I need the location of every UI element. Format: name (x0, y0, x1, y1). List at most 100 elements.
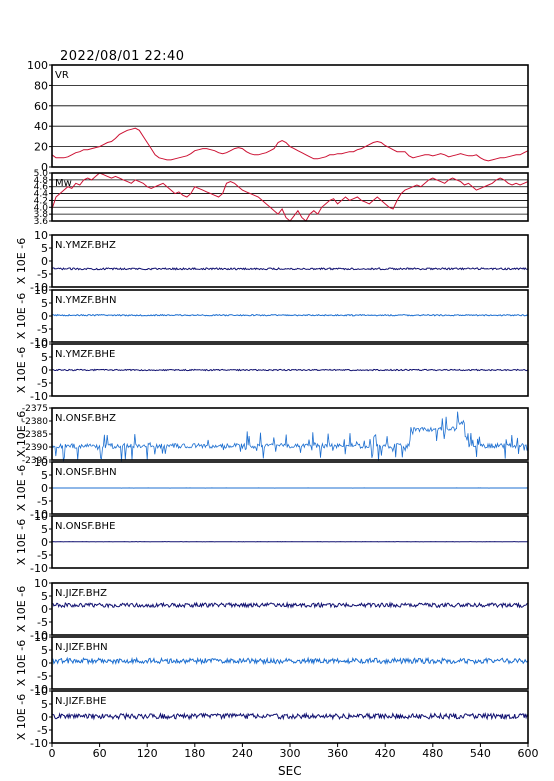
y-tick-label: -10 (30, 562, 48, 575)
y-axis-label: X 10E -6 (15, 465, 28, 511)
panel-frame (51, 636, 529, 690)
y-tick-label: -5 (37, 616, 48, 629)
x-tick-label: 540 (470, 747, 491, 760)
series-line (51, 127, 529, 162)
series-line (51, 711, 529, 721)
y-tick-label: -10 (30, 508, 48, 521)
x-tick-label: 480 (422, 747, 443, 760)
y-tick-label: 5 (41, 242, 48, 255)
series-line (51, 267, 529, 271)
y-tick-label: 60 (34, 100, 48, 113)
panel-label: N.JIZF.BHN (55, 642, 108, 653)
y-tick-label: 0 (41, 603, 48, 616)
y-tick-label: 5 (41, 644, 48, 657)
y-tick-label: 3.8 (34, 210, 49, 220)
x-tick-label: 300 (280, 747, 301, 760)
y-tick-label: 10 (34, 685, 48, 698)
panel-frame (51, 461, 529, 515)
panel-frame (51, 515, 529, 569)
y-tick-label: 10 (34, 510, 48, 523)
panel-label: N.JIZF.BHZ (55, 588, 107, 599)
y-tick-label: -10 (30, 737, 48, 750)
y-axis-label: X 10E -6 (15, 586, 28, 632)
y-axis-label: X 10E -6 (15, 238, 28, 284)
y-tick-label: -10 (30, 629, 48, 642)
y-tick-label: 40 (34, 120, 48, 133)
panel-label: Mw (55, 178, 72, 189)
y-tick-label: 5 (41, 351, 48, 364)
y-tick-label: 5.0 (34, 169, 49, 179)
series-line (52, 601, 529, 609)
y-tick-label: -2385 (22, 430, 48, 440)
x-tick-label: 120 (137, 747, 158, 760)
panel-frame (51, 172, 529, 222)
panel-frame (51, 343, 529, 397)
y-tick-label: 5 (41, 469, 48, 482)
panel-label: N.ONSF.BHE (55, 521, 115, 532)
y-tick-label: 10 (34, 456, 48, 469)
y-tick-label: 5 (41, 698, 48, 711)
y-tick-label: 10 (34, 577, 48, 590)
y-tick-label: 10 (34, 229, 48, 242)
x-tick-label: 360 (327, 747, 348, 760)
x-tick-label: 180 (184, 747, 205, 760)
y-tick-label: 4.2 (34, 196, 48, 206)
y-tick-label: 10 (34, 338, 48, 351)
y-tick-label: 100 (27, 59, 48, 72)
y-tick-label: 20 (34, 141, 48, 154)
panel-label: N.ONSF.BHN (55, 467, 117, 478)
y-tick-label: 0 (41, 310, 48, 323)
y-tick-label: 0 (41, 657, 48, 670)
x-tick-label: 420 (375, 747, 396, 760)
x-tick-label: 0 (49, 747, 56, 760)
panel-label: N.YMZF.BHN (55, 295, 116, 306)
y-axis-label: X 10E -6 (15, 640, 28, 686)
y-tick-label: -5 (37, 549, 48, 562)
y-tick-label: -2380 (22, 417, 48, 427)
y-axis-label: X 10E -6 (15, 293, 28, 339)
y-tick-label: 4.8 (34, 176, 49, 186)
y-axis-label: X 10E -6 (15, 694, 28, 740)
y-tick-label: 4.4 (34, 190, 49, 200)
y-tick-label: -5 (37, 670, 48, 683)
panel-frame (51, 407, 529, 461)
y-axis-label: X 10E -6 (15, 411, 28, 457)
y-tick-label: -5 (37, 268, 48, 281)
y-tick-label: 0 (41, 364, 48, 377)
y-tick-label: 0 (41, 482, 48, 495)
plot-title: 2022/08/01 22:40 (60, 49, 185, 64)
y-tick-label: 0 (41, 255, 48, 268)
y-tick-label: -5 (37, 377, 48, 390)
y-axis-label: X 10E -6 (15, 347, 28, 393)
x-tick-label: 240 (232, 747, 253, 760)
y-tick-label: 5 (41, 590, 48, 603)
y-tick-label: -2395 (22, 456, 48, 466)
panel-label: N.YMZF.BHZ (55, 240, 116, 251)
y-tick-label: 4.6 (34, 183, 49, 193)
y-tick-label: 5 (41, 297, 48, 310)
y-tick-label: 0 (41, 711, 48, 724)
panel-frame (51, 582, 529, 636)
y-tick-label: -2375 (22, 404, 48, 414)
y-tick-label: 80 (34, 79, 48, 92)
y-tick-label: -5 (37, 495, 48, 508)
panel-label: VR (55, 70, 69, 81)
y-tick-label: -10 (30, 683, 48, 696)
x-axis-title: SEC (278, 764, 302, 778)
panel-label: N.JIZF.BHE (55, 696, 106, 707)
panel-label: N.ONSF.BHZ (55, 413, 116, 424)
x-tick-label: 60 (93, 747, 107, 760)
y-tick-label: 0 (41, 536, 48, 549)
y-tick-label: 10 (34, 631, 48, 644)
y-tick-label: -5 (37, 724, 48, 737)
series-line (51, 656, 529, 666)
y-axis-label: X 10E -6 (15, 519, 28, 565)
panel-frame (51, 234, 529, 288)
x-tick-label: 600 (518, 747, 539, 760)
panel-frame (51, 289, 529, 343)
panel-label: N.YMZF.BHE (55, 349, 115, 360)
y-tick-label: 3.6 (34, 217, 49, 227)
series-line (51, 368, 529, 372)
series-line (51, 411, 529, 462)
